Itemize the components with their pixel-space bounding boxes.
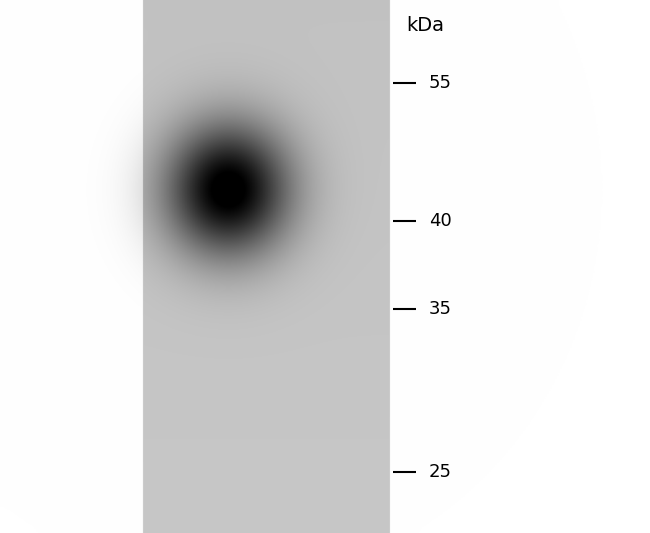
- Text: 35: 35: [429, 300, 452, 318]
- Text: 25: 25: [429, 463, 452, 481]
- Text: kDa: kDa: [406, 16, 444, 35]
- Text: 55: 55: [429, 74, 452, 92]
- Text: 40: 40: [429, 212, 452, 230]
